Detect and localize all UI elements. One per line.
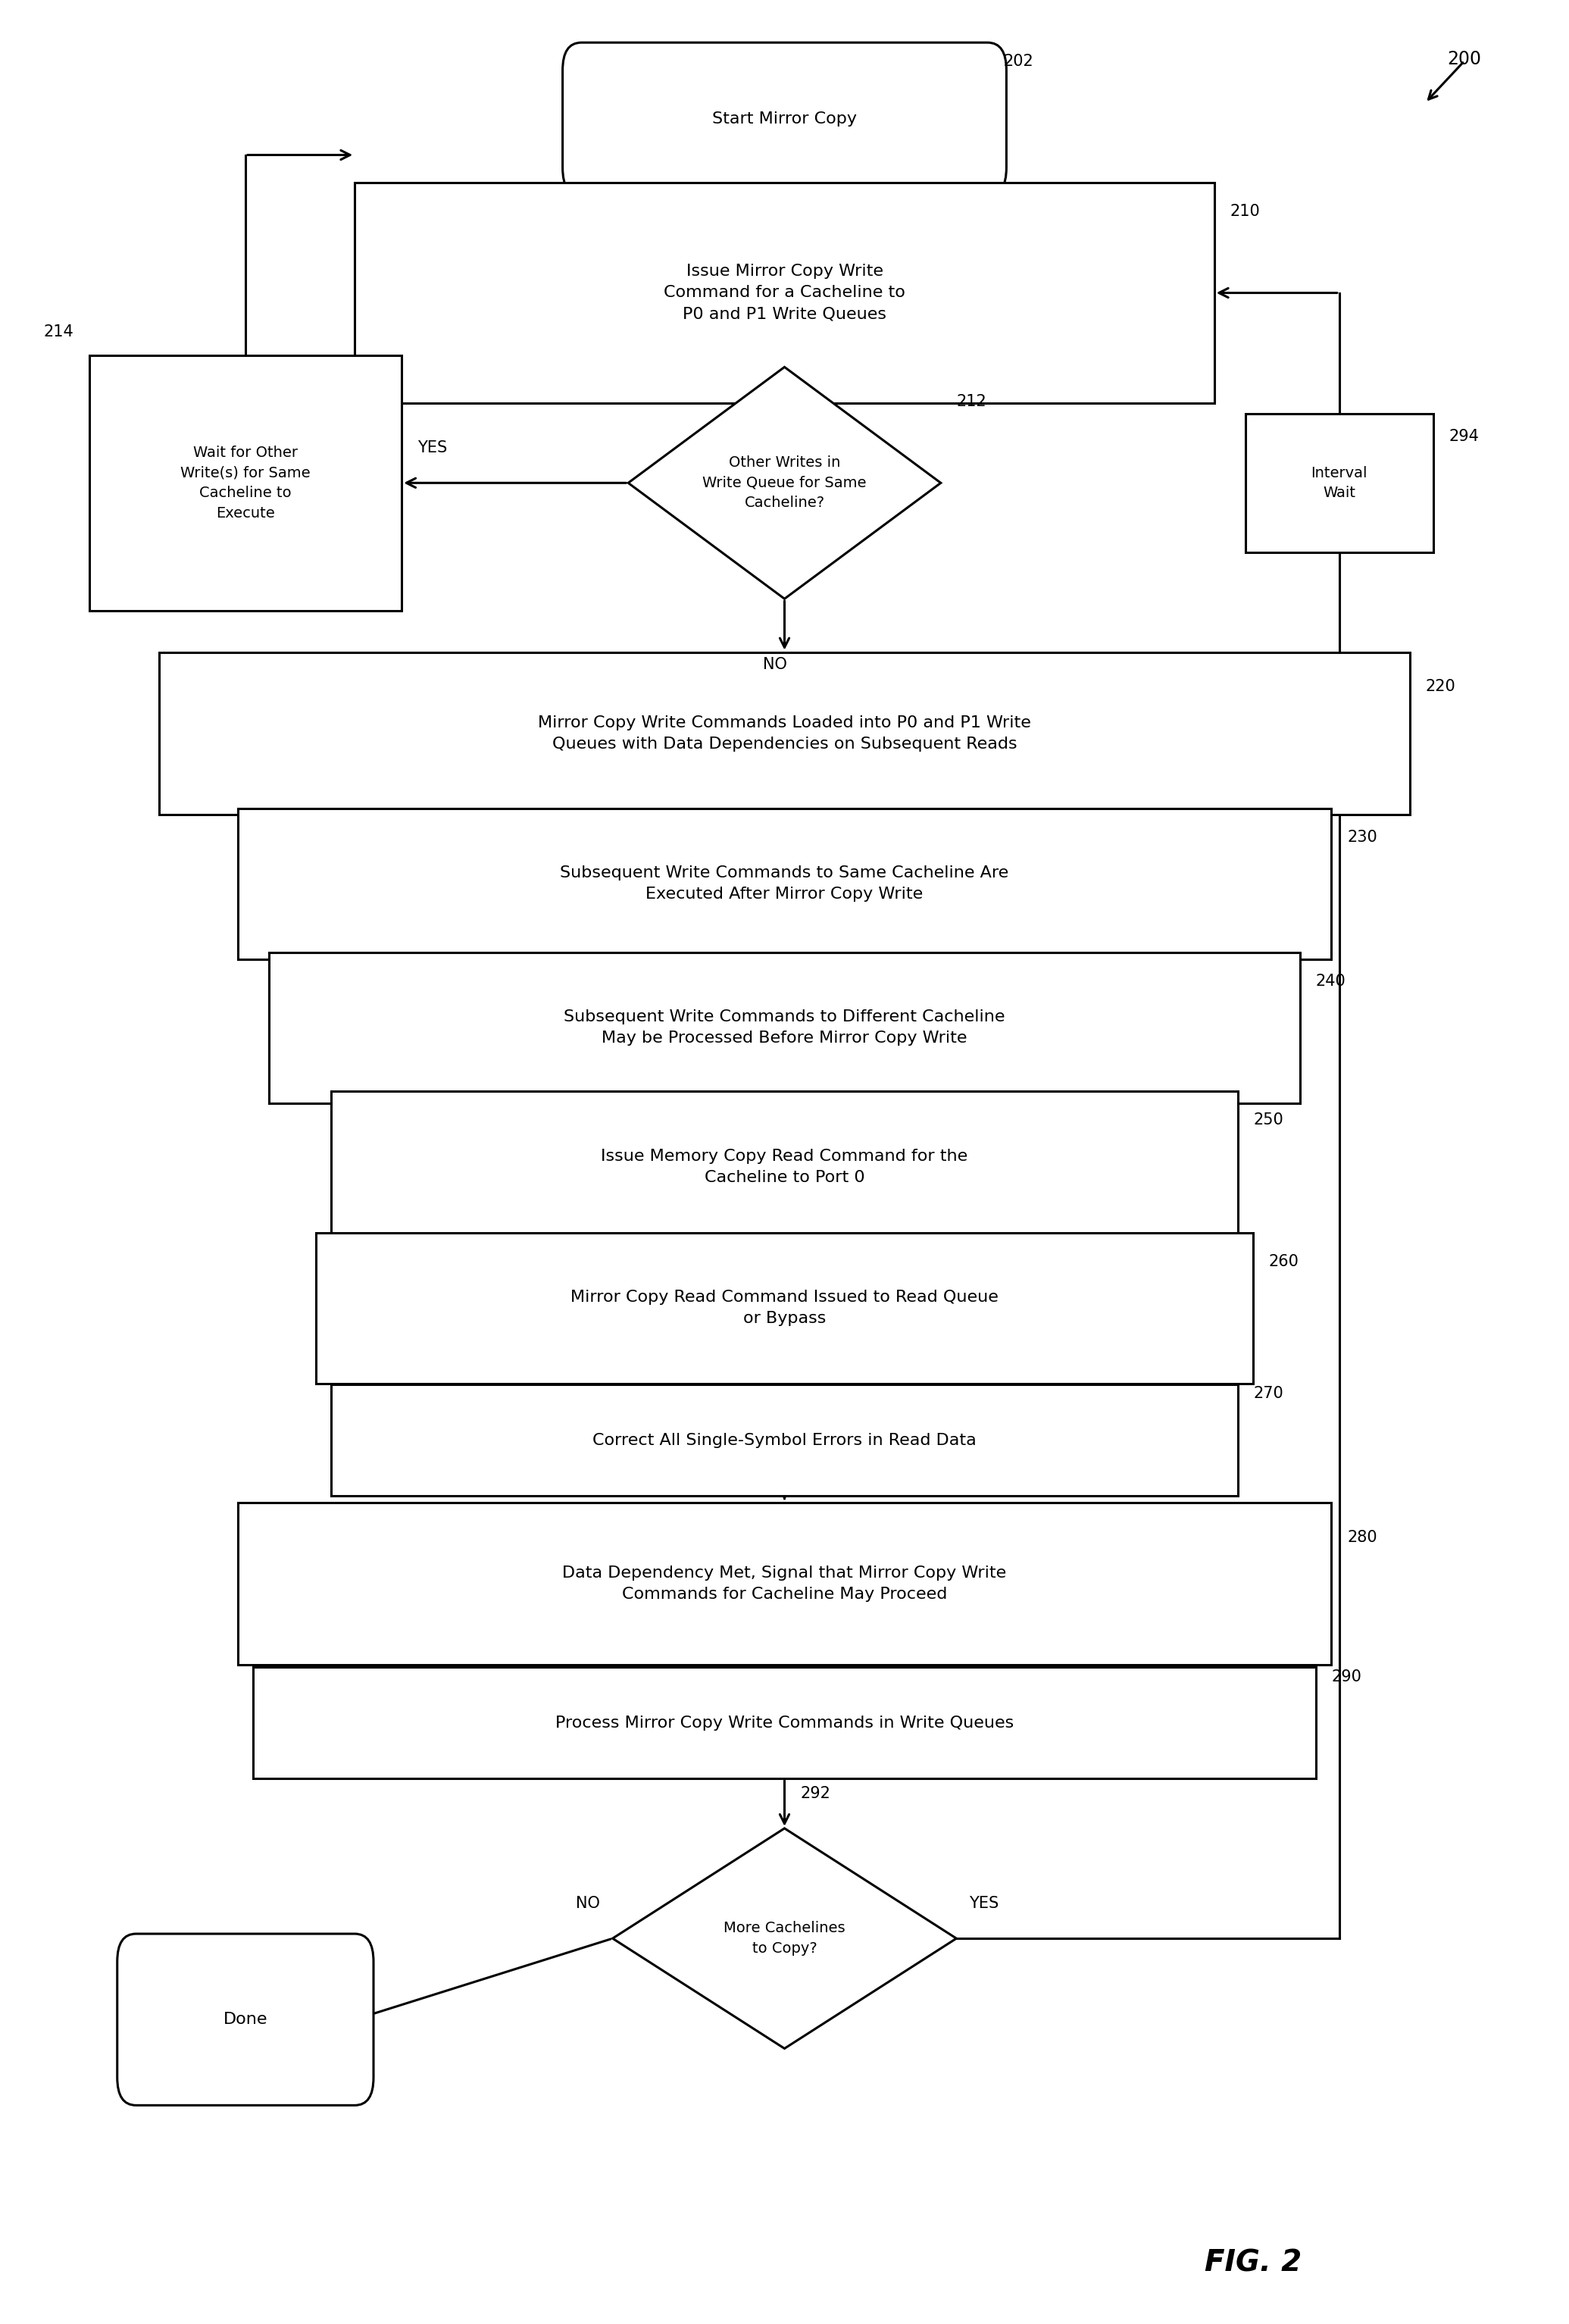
Text: Other Writes in
Write Queue for Same
Cacheline?: Other Writes in Write Queue for Same Cac… (703, 456, 866, 511)
Text: 290: 290 (1332, 1669, 1362, 1685)
Bar (355, 184, 1214, 402)
Text: Subsequent Write Commands to Same Cacheline Are
Executed After Mirror Copy Write: Subsequent Write Commands to Same Cachel… (560, 867, 1009, 902)
Text: FIG. 2: FIG. 2 (1205, 2250, 1302, 2278)
Text: 270: 270 (1254, 1385, 1283, 1401)
Text: 292: 292 (800, 1785, 830, 1801)
Text: 260: 260 (1269, 1255, 1299, 1269)
Bar (89, 356, 402, 611)
Text: 210: 210 (1230, 205, 1260, 218)
Bar (331, 1385, 1238, 1497)
Text: 280: 280 (1348, 1529, 1378, 1545)
Text: Subsequent Write Commands to Different Cacheline
May be Processed Before Mirror : Subsequent Write Commands to Different C… (563, 1009, 1006, 1046)
Text: 240: 240 (1316, 974, 1346, 988)
Text: NO: NO (763, 658, 788, 672)
Polygon shape (628, 367, 941, 600)
Polygon shape (612, 1829, 957, 2047)
Text: 212: 212 (957, 395, 987, 409)
Bar (253, 1666, 1316, 1778)
Bar (331, 1092, 1238, 1241)
Text: 220: 220 (1425, 679, 1456, 695)
Text: YES: YES (970, 1896, 998, 1910)
Text: Wait for Other
Write(s) for Same
Cacheline to
Execute: Wait for Other Write(s) for Same Cacheli… (180, 446, 311, 521)
Text: 250: 250 (1254, 1113, 1283, 1127)
Bar (268, 953, 1301, 1104)
Text: Mirror Copy Write Commands Loaded into P0 and P1 Write
Queues with Data Dependen: Mirror Copy Write Commands Loaded into P… (538, 716, 1031, 751)
Bar (1246, 414, 1432, 553)
Text: Start Mirror Copy: Start Mirror Copy (712, 112, 857, 125)
Text: 230: 230 (1348, 830, 1378, 846)
Bar (315, 1232, 1254, 1383)
Text: Done: Done (223, 2013, 268, 2027)
Bar (237, 809, 1332, 960)
Text: Data Dependency Met, Signal that Mirror Copy Write
Commands for Cacheline May Pr: Data Dependency Met, Signal that Mirror … (562, 1566, 1007, 1601)
Text: Issue Mirror Copy Write
Command for a Cacheline to
P0 and P1 Write Queues: Issue Mirror Copy Write Command for a Ca… (664, 265, 905, 321)
Text: 294: 294 (1448, 430, 1480, 444)
Text: Interval
Wait: Interval Wait (1312, 465, 1368, 500)
Text: 200: 200 (1447, 49, 1481, 67)
Text: NO: NO (576, 1896, 599, 1910)
Text: Process Mirror Copy Write Commands in Write Queues: Process Mirror Copy Write Commands in Wr… (555, 1715, 1014, 1731)
FancyBboxPatch shape (563, 42, 1006, 195)
Bar (237, 1504, 1332, 1664)
Text: Issue Memory Copy Read Command for the
Cacheline to Port 0: Issue Memory Copy Read Command for the C… (601, 1148, 968, 1185)
Text: 202: 202 (1003, 53, 1034, 70)
FancyBboxPatch shape (118, 1934, 373, 2106)
Text: More Cachelines
to Copy?: More Cachelines to Copy? (723, 1922, 846, 1957)
Text: YES: YES (417, 442, 447, 456)
Bar (160, 653, 1409, 813)
Text: 214: 214 (44, 325, 74, 339)
Text: Correct All Single-Symbol Errors in Read Data: Correct All Single-Symbol Errors in Read… (593, 1432, 976, 1448)
Text: Mirror Copy Read Command Issued to Read Queue
or Bypass: Mirror Copy Read Command Issued to Read … (571, 1290, 998, 1327)
